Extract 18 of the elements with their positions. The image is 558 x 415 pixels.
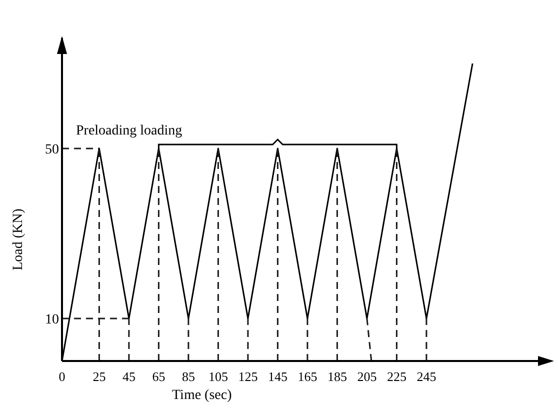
x-tick-label: 0 xyxy=(58,369,66,384)
x-tick-label: 245 xyxy=(416,369,436,384)
annotation: Preloading loading xyxy=(76,124,182,138)
y-tick-label: 10 xyxy=(45,312,59,328)
y-axis-title: Load (KN) xyxy=(11,208,26,270)
x-tick-label: 25 xyxy=(92,369,106,384)
x-tick-label: 65 xyxy=(152,369,166,384)
x-tick-label: 85 xyxy=(182,369,195,384)
x-tick-label: 145 xyxy=(268,369,288,384)
y-tick-label: 50 xyxy=(45,142,59,158)
x-tick-label: 165 xyxy=(298,369,318,384)
x-axis-title: Time (sec) xyxy=(172,388,232,403)
x-tick-label: 45 xyxy=(122,369,136,384)
x-tick-label: 205 xyxy=(357,369,377,384)
x-tick-label: 105 xyxy=(208,369,228,384)
x-tick-label: 125 xyxy=(238,369,258,384)
x-tick-label: 185 xyxy=(327,369,347,384)
x-tick-label: 225 xyxy=(386,369,406,384)
